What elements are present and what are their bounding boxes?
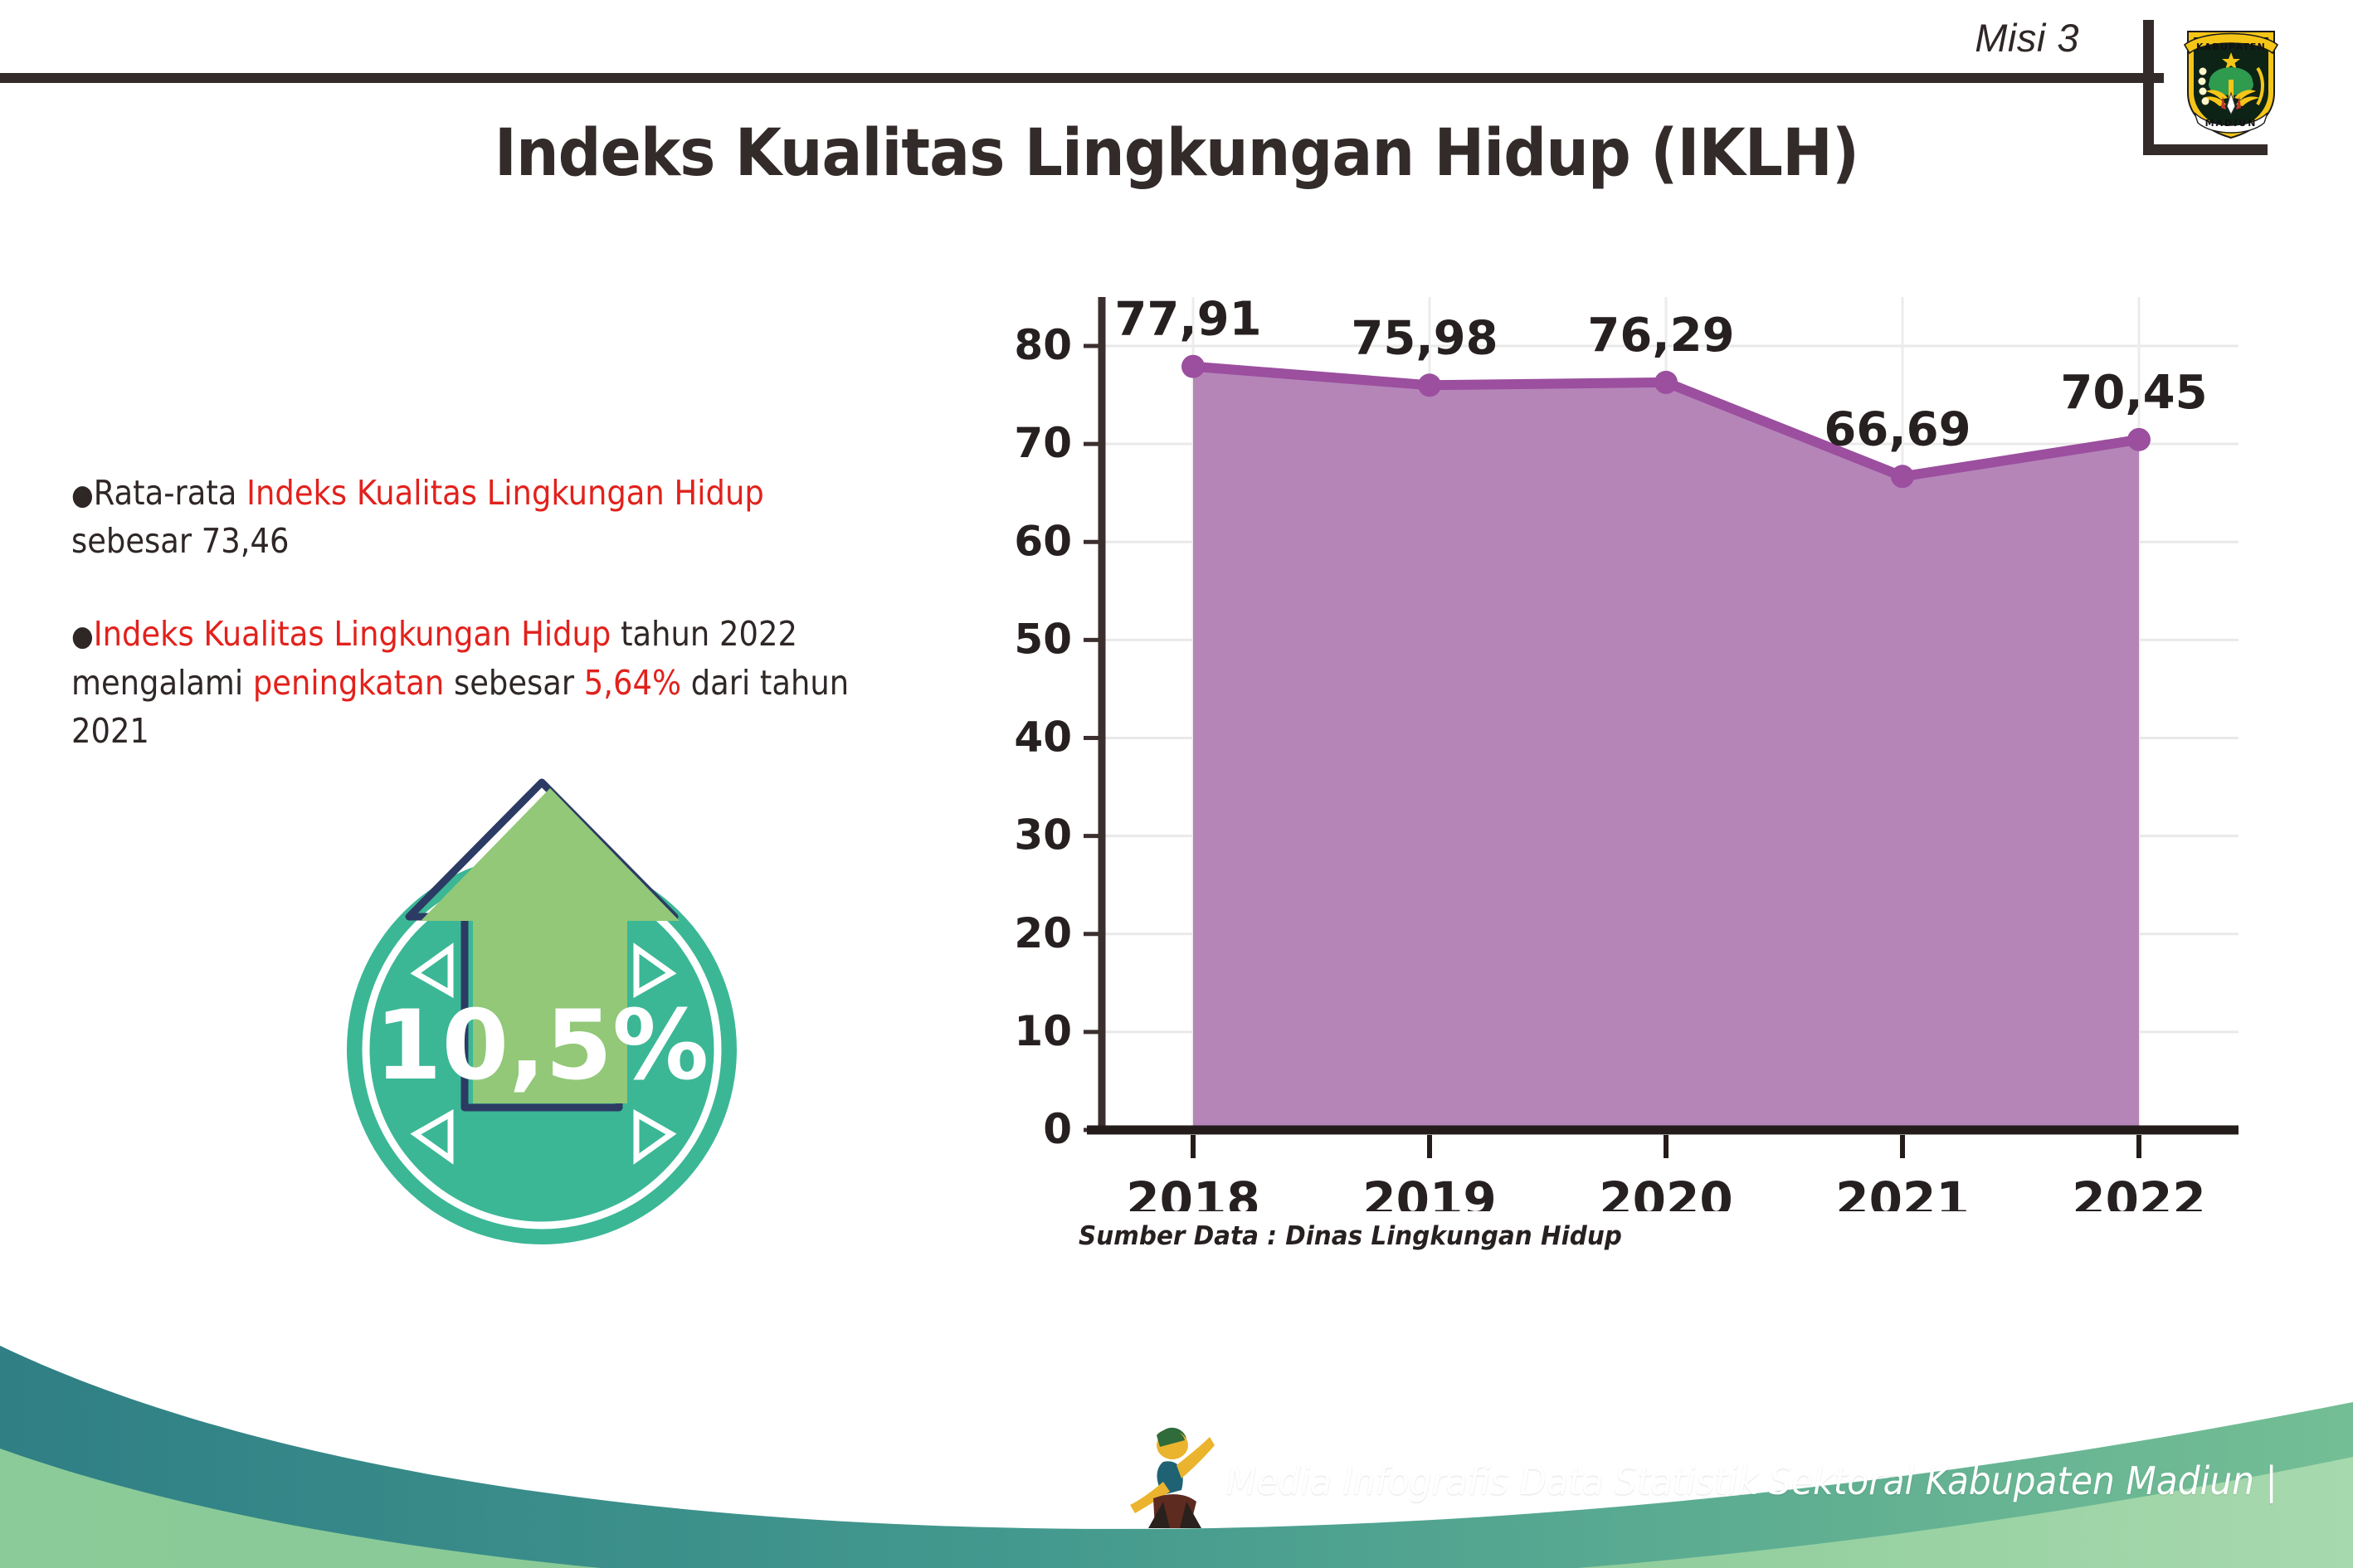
up-arrow-icon [421, 788, 680, 1103]
bullet-text-2-part-1: tahun 2022 mengalami [71, 614, 797, 703]
header-bracket-foot [2143, 144, 2268, 155]
page-title: Indeks Kualitas Lingkungan Hidup (IKLH) [494, 116, 1859, 191]
data-value-label: 75,98 [1351, 311, 1498, 365]
data-value-label: 70,45 [2060, 366, 2207, 420]
y-axis-tick-label: 80 [1014, 321, 1072, 369]
list-item: ●Rata-rata Indeks Kualitas Lingkungan Hi… [71, 469, 863, 565]
x-axis-tick-label: 2021 [1835, 1171, 1969, 1211]
chart-markers [1181, 354, 2151, 489]
y-axis-tick-label: 30 [1014, 811, 1072, 859]
chart-data-labels: 77,91 75,98 76,29 66,69 70,45 [1114, 293, 2207, 457]
y-axis-tick-label: 10 [1014, 1007, 1072, 1055]
bullet-text-1-highlight: Indeks Kualitas Lingkungan Hidup [246, 473, 764, 513]
data-point-marker [1418, 373, 1441, 397]
iklh-area-chart: 0 10 20 30 40 50 60 70 80 2018 2019 2020 2021 2022 7… [962, 282, 2290, 1228]
chart-y-axis-labels: 0 10 20 30 40 50 60 70 80 [1014, 321, 1102, 1153]
bullet-text-2-part-3: dari tahun 2021 [71, 662, 850, 751]
badge-value: 10,5% [375, 990, 709, 1102]
footer [0, 1294, 2353, 1568]
data-value-label: 77,91 [1114, 293, 1261, 347]
footer-wave-upper [0, 1346, 2353, 1568]
mission-label: Misi 3 [1975, 16, 2079, 60]
x-axis-tick-label: 2020 [1599, 1171, 1732, 1211]
corner-triangle-tl-icon [410, 942, 454, 999]
bullet-text-2-highlight-2: peningkatan [252, 662, 445, 703]
header-bracket-vertical [2143, 20, 2154, 154]
data-point-marker [1891, 465, 1914, 489]
bullet-list: ●Rata-rata Indeks Kualitas Lingkungan Hi… [71, 469, 863, 755]
corner-triangle-tr-icon [633, 942, 677, 999]
header-rule [0, 73, 2164, 83]
y-axis-tick-label: 60 [1014, 517, 1072, 565]
data-point-marker [1654, 370, 1678, 394]
corner-triangle-bl-icon [410, 1108, 454, 1165]
chart-x-axis-labels: 2018 2019 2020 2021 2022 [1126, 1135, 2206, 1228]
bullet-text-2-part-2: sebesar [444, 662, 584, 703]
chart-area-series [1193, 366, 2139, 1130]
corner-triangle-br-icon [633, 1108, 677, 1165]
kabupaten-madiun-emblem-icon: KABUPATEN MADIUN [2175, 13, 2287, 139]
source-note: Sumber Data : Dinas Lingkungan Hidup [1079, 1221, 1622, 1251]
bullet-text-1-part-1: Rata-rata [93, 473, 247, 513]
x-axis-tick-label: 2019 [1362, 1171, 1496, 1211]
list-item: ●Indeks Kualitas Lingkungan Hidup tahun … [71, 610, 863, 755]
emblem-bottom-banner-text: MADIUN [2205, 118, 2258, 129]
data-point-marker [2127, 427, 2151, 451]
data-point-marker [1181, 354, 1205, 378]
y-axis-tick-label: 40 [1014, 713, 1072, 762]
y-axis-tick-label: 20 [1014, 909, 1072, 957]
area-fill [1193, 366, 2139, 1130]
dancer-figure-icon [1127, 1419, 1216, 1535]
bullet-dot-icon: ● [71, 620, 94, 654]
emblem-top-banner-text: KABUPATEN [2196, 41, 2266, 52]
y-axis-tick-label: 0 [1043, 1105, 1072, 1153]
bullet-text-2-highlight-3: 5,64% [583, 662, 682, 703]
footer-wave-lower [0, 1449, 2353, 1568]
bullet-text-1-part-2: sebesar 73,46 [71, 521, 290, 562]
bullet-text-2-highlight-1: Indeks Kualitas Lingkungan Hidup [93, 614, 611, 655]
y-axis-tick-label: 50 [1014, 615, 1072, 663]
y-axis-tick-label: 70 [1014, 419, 1072, 467]
x-axis-tick-label: 2022 [2072, 1171, 2205, 1211]
footer-caption: Media Infografis Data Statistik Sektoral… [1226, 1458, 2277, 1503]
data-value-label: 76,29 [1587, 309, 1734, 363]
data-value-label: 66,69 [1824, 402, 1971, 456]
increase-badge: 10,5% [328, 751, 759, 1265]
x-axis-tick-label: 2018 [1126, 1171, 1259, 1211]
bullet-dot-icon: ● [71, 478, 94, 512]
